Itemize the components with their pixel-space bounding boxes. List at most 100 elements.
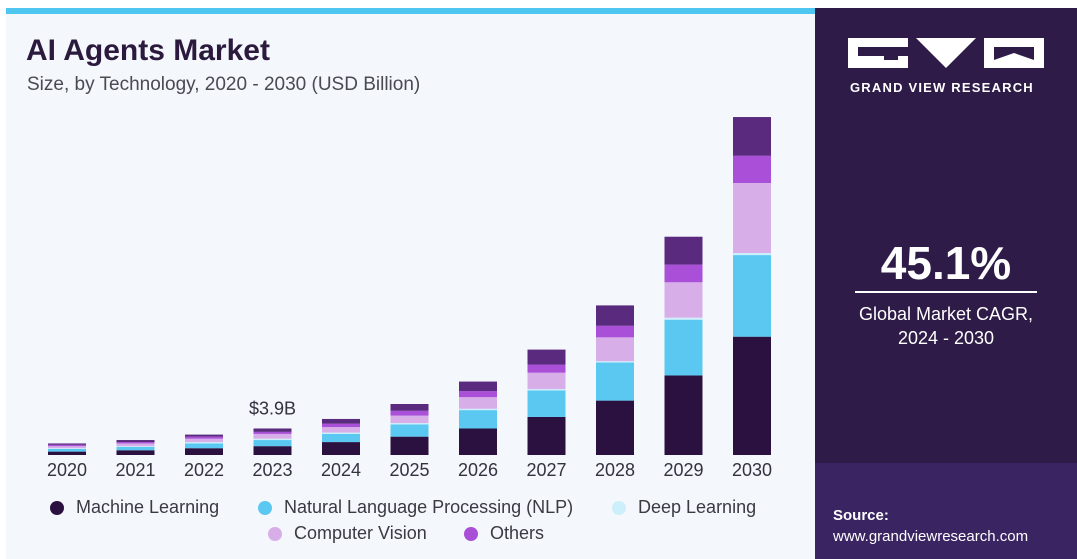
bar-segment-2021-others-4 [116, 442, 155, 444]
cagr-label-line1: Global Market CAGR, [858, 304, 1034, 324]
legend-item-nlp: Natural Language Processing (NLP) [258, 497, 573, 518]
legend-label: Others [490, 523, 545, 543]
bar-segment-2020-deep-learning-2 [48, 448, 86, 449]
cagr-divider [855, 291, 1037, 293]
bar-segment-2025-deep-learning-2 [390, 423, 429, 425]
bar-segment-2022-others-4 [185, 436, 223, 439]
bar-segment-2029-others-4 [664, 264, 703, 283]
x-tick-label-2030: 2030 [732, 460, 772, 480]
bar-segment-2028-computer-vision-3 [596, 337, 634, 362]
chart-subtitle: Size, by Technology, 2020 - 2030 (USD Bi… [27, 74, 421, 95]
bar-segment-2025-others-4 [390, 410, 429, 416]
bar-segment-2028-deep-learning-2 [596, 361, 634, 363]
legend-label: Machine Learning [76, 497, 220, 517]
cagr-value: 45.1% [880, 237, 1012, 289]
x-tick-label-2023: 2023 [252, 460, 292, 480]
cagr-label: Global Market CAGR, 2024 - 2030 [815, 302, 1077, 350]
x-tick-label-2027: 2027 [526, 460, 566, 480]
bar-segment-2023-others-4 [253, 431, 292, 434]
x-tick-label-2025: 2025 [389, 460, 429, 480]
bar-segment-2020-others-5 [48, 443, 86, 445]
cagr-label-line2: 2024 - 2030 [897, 328, 995, 348]
bar-segment-2024-natural-language-processing-nlp--1 [322, 433, 360, 443]
bar-segment-2024-machine-learning-0 [322, 442, 360, 455]
x-tick-label-2028: 2028 [595, 460, 635, 480]
bar-segment-2023-others-5 [253, 428, 292, 432]
bar-segment-2021-natural-language-processing-nlp--1 [116, 446, 155, 451]
legend-label: Deep Learning [638, 497, 757, 517]
bar-segment-2028-natural-language-processing-nlp--1 [596, 362, 634, 401]
legend-swatch-icon [268, 526, 282, 541]
bar-segment-2026-machine-learning-0 [459, 428, 497, 455]
bar-segment-2025-natural-language-processing-nlp--1 [390, 424, 429, 437]
bar-segment-2027-others-5 [527, 349, 566, 365]
side-panel: GRAND VIEW RESEARCH 45.1% Global Market … [815, 8, 1077, 559]
legend-item-machine-learning: Machine Learning [50, 497, 219, 518]
bar-segment-2029-others-5 [664, 236, 703, 265]
bar-segment-2020-machine-learning-0 [48, 451, 86, 455]
stacked-bar-chart: 2020 2021 2022 2023 2024 2025 2026 2027 2028 2029… [47, 117, 772, 480]
bar-segment-2030-computer-vision-3 [733, 183, 771, 254]
bar-segment-2023-natural-language-processing-nlp--1 [253, 440, 292, 447]
bar-segment-2025-others-5 [390, 404, 429, 411]
x-tick-label-2026: 2026 [458, 460, 498, 480]
bar-segment-2026-natural-language-processing-nlp--1 [459, 410, 497, 429]
bar-segment-2025-computer-vision-3 [390, 415, 429, 424]
bar-segment-2029-computer-vision-3 [664, 282, 703, 318]
bar-segment-2021-deep-learning-2 [116, 446, 155, 447]
bar-segment-2029-natural-language-processing-nlp--1 [664, 319, 703, 376]
bar-segment-2028-others-4 [596, 325, 634, 338]
bar-segment-2030-deep-learning-2 [733, 253, 771, 256]
bar-segment-2021-machine-learning-0 [116, 450, 155, 455]
side-panel-footer [815, 463, 1077, 559]
bar-segment-2027-machine-learning-0 [527, 416, 566, 455]
bar-segment-2027-others-4 [527, 364, 566, 373]
bar-segment-2030-natural-language-processing-nlp--1 [733, 255, 771, 337]
bar-segment-2023-deep-learning-2 [253, 438, 292, 441]
x-tick-label-2022: 2022 [184, 460, 224, 480]
legend-item-deep-learning: Deep Learning [612, 497, 756, 518]
bar-segment-2026-others-5 [459, 381, 497, 392]
bar-segment-2030-others-4 [733, 155, 771, 183]
bar-segment-2028-machine-learning-0 [596, 400, 634, 455]
bar-segment-2030-others-5 [733, 117, 771, 156]
data-label-2023: $3.9B [249, 398, 296, 418]
legend-swatch-icon [258, 500, 272, 515]
bar-segment-2026-others-4 [459, 391, 497, 398]
bar-segment-2022-others-5 [185, 434, 223, 437]
bar-segment-2024-others-5 [322, 418, 360, 424]
bar-segment-2026-computer-vision-3 [459, 397, 497, 409]
bar-segment-2024-computer-vision-3 [322, 427, 360, 433]
legend-swatch-icon [50, 500, 64, 515]
bar-segment-2029-deep-learning-2 [664, 317, 703, 320]
legend-item-computer-vision: Computer Vision [268, 523, 427, 544]
bar-segment-2021-computer-vision-3 [116, 443, 155, 447]
bar-segment-2020-others-4 [48, 444, 86, 447]
bar-segment-2021-others-5 [116, 440, 155, 443]
bar-segment-2024-others-4 [322, 423, 360, 428]
bar-segment-2020-computer-vision-3 [48, 446, 86, 449]
legend-label: Natural Language Processing (NLP) [284, 497, 574, 517]
legend-label: Computer Vision [294, 523, 427, 543]
bar-segment-2027-natural-language-processing-nlp--1 [527, 390, 566, 417]
accent-bar [6, 8, 815, 14]
bar-segment-2027-computer-vision-3 [527, 372, 566, 390]
bar-segment-2025-machine-learning-0 [390, 436, 429, 455]
x-tick-label-2020: 2020 [47, 460, 87, 480]
source-link[interactable]: www.grandviewresearch.com [833, 528, 1029, 545]
bar-segment-2024-deep-learning-2 [322, 432, 360, 434]
grand-view-research-logo-icon [848, 38, 1044, 68]
bar-segment-2023-machine-learning-0 [253, 446, 292, 455]
bar-segment-2022-computer-vision-3 [185, 438, 223, 443]
bar-segment-2022-natural-language-processing-nlp--1 [185, 443, 223, 449]
brand-name: GRAND VIEW RESEARCH [850, 80, 1034, 95]
bar-segment-2029-machine-learning-0 [664, 375, 703, 455]
x-tick-label-2029: 2029 [663, 460, 703, 480]
bar-segment-2027-deep-learning-2 [527, 389, 566, 391]
legend-swatch-icon [612, 500, 626, 515]
bar-segment-2026-deep-learning-2 [459, 408, 497, 411]
bar-segment-2022-machine-learning-0 [185, 448, 223, 455]
legend-swatch-icon [464, 526, 478, 541]
bar-segment-2028-others-5 [596, 305, 634, 326]
